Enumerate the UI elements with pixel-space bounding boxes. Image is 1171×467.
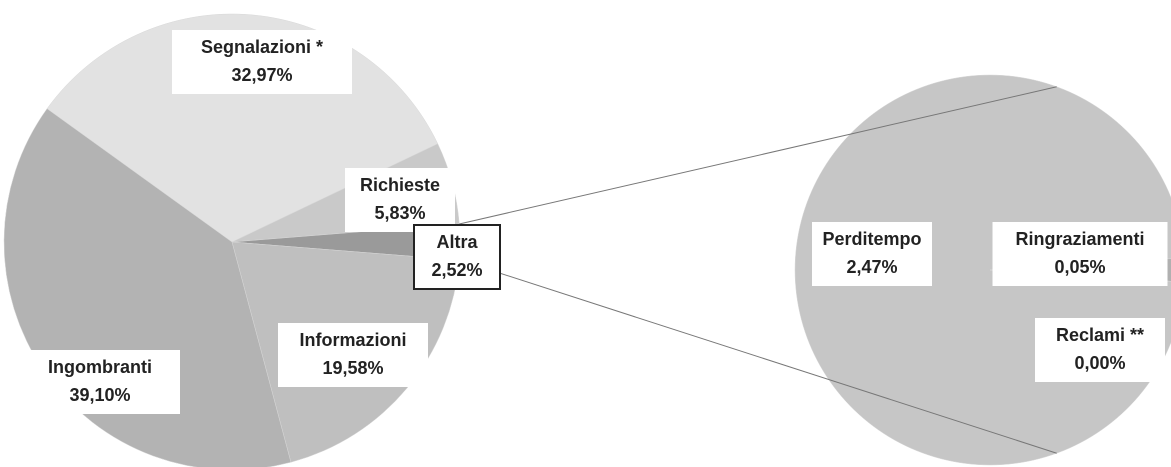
category-label: Reclami ** [1056,325,1144,345]
category-label: Perditempo [822,229,921,249]
value-label: 19,58% [322,358,383,378]
label-box [1035,318,1165,382]
category-label: Ringraziamenti [1015,229,1144,249]
label-box [278,323,428,387]
label-box [992,222,1168,286]
category-label: Segnalazioni * [201,37,323,57]
value-label: 32,97% [231,65,292,85]
category-label: Ingombranti [48,357,152,377]
value-label: 0,05% [1054,257,1105,277]
label-box [172,30,352,94]
value-label: 39,10% [69,385,130,405]
connector-line [459,259,1057,454]
value-label: 2,52% [431,260,482,280]
label-box [345,168,455,232]
label-box [20,350,180,414]
category-label: Richieste [360,175,440,195]
connector-line [459,86,1057,225]
category-label: Informazioni [300,330,407,350]
value-label: 5,83% [374,203,425,223]
value-label: 0,00% [1074,353,1125,373]
value-label: 2,47% [846,257,897,277]
category-label: Altra [436,232,478,252]
label-box [413,224,501,290]
label-box [812,222,932,286]
